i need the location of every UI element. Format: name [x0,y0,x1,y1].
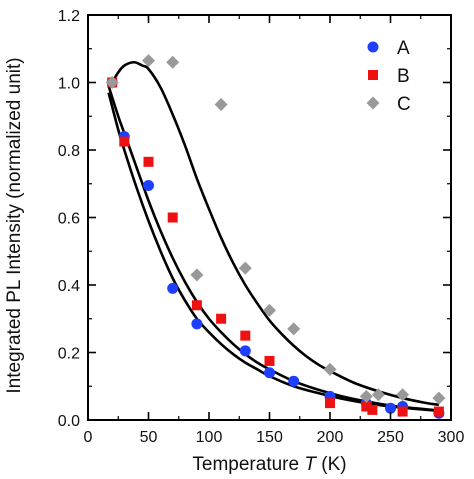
fit-curve-1 [107,92,440,413]
y-tick-label: 0.0 [58,413,80,430]
data-point-C [396,388,410,402]
y-tick-label: 1.0 [58,76,80,93]
data-point-C [371,388,385,402]
data-point-B [119,136,130,147]
data-point-B [240,330,251,341]
data-point-A [385,402,396,414]
data-point-A [143,179,154,191]
data-point-B [167,212,178,223]
legend-label-A: A [397,38,410,59]
series-A [106,77,445,419]
x-tick-label: 0 [84,429,93,446]
fit-curves [107,60,440,413]
data-point-C [287,322,301,336]
y-tick-label: 0.2 [58,346,80,363]
legend-marker-C [366,96,380,110]
x-tick-label: 50 [140,429,158,446]
data-point-C [359,389,373,403]
fit-curve-3 [111,60,440,407]
data-point-B [216,313,227,324]
data-point-A [167,282,179,294]
y-tick-label: 0.8 [58,143,80,160]
legend: ABC [366,38,411,115]
y-axis-label: Integrated PL Intensity (normalized unit… [4,57,25,393]
data-point-C [214,97,228,111]
data-point-C [432,391,446,405]
data-point-B [325,398,335,409]
data-point-C [238,261,252,275]
fit-curve-2 [107,85,440,412]
data-point-B [143,156,154,167]
data-point-B [361,401,372,412]
y-tick-label: 0.4 [58,278,80,295]
x-axis-label: Temperature T (K) [192,454,346,475]
y-tick-label: 0.6 [58,211,80,228]
x-axis-label-prefix: Temperature [192,454,304,475]
data-point-C [323,362,337,376]
x-tick-label: 250 [377,429,404,446]
y-tick-label: 1.2 [58,8,80,25]
data-point-C [190,268,204,282]
data-point-B [191,300,202,311]
x-tick-label: 300 [438,429,465,446]
data-point-B [264,355,275,366]
data-point-C [263,303,276,317]
data-point-C [142,54,155,68]
data-point-C [166,55,180,69]
axes: 0 50 100 150 200 250 300 0.0 0.2 0.4 0.6 0.8 1.0 1.2 [58,8,465,446]
data-point-B [367,404,378,415]
data-point-B [397,406,408,417]
x-axis-label-var: T [304,454,317,475]
x-tick-label: 200 [317,429,344,446]
data-point-A [288,375,300,387]
data-point-A [191,318,203,330]
x-tick-label: 150 [256,429,283,446]
legend-label-B: B [397,66,410,87]
x-axis-label-suffix: (K) [316,454,347,475]
data-point-C [105,76,119,89]
series-C [105,54,446,405]
markers [105,54,446,419]
x-tick-label: 100 [196,429,223,446]
legend-label-C: C [397,94,411,115]
legend-marker-A [367,41,379,53]
data-point-A [239,345,251,357]
data-point-B [433,406,444,417]
data-point-A [264,367,275,379]
legend-marker-B [368,70,378,80]
